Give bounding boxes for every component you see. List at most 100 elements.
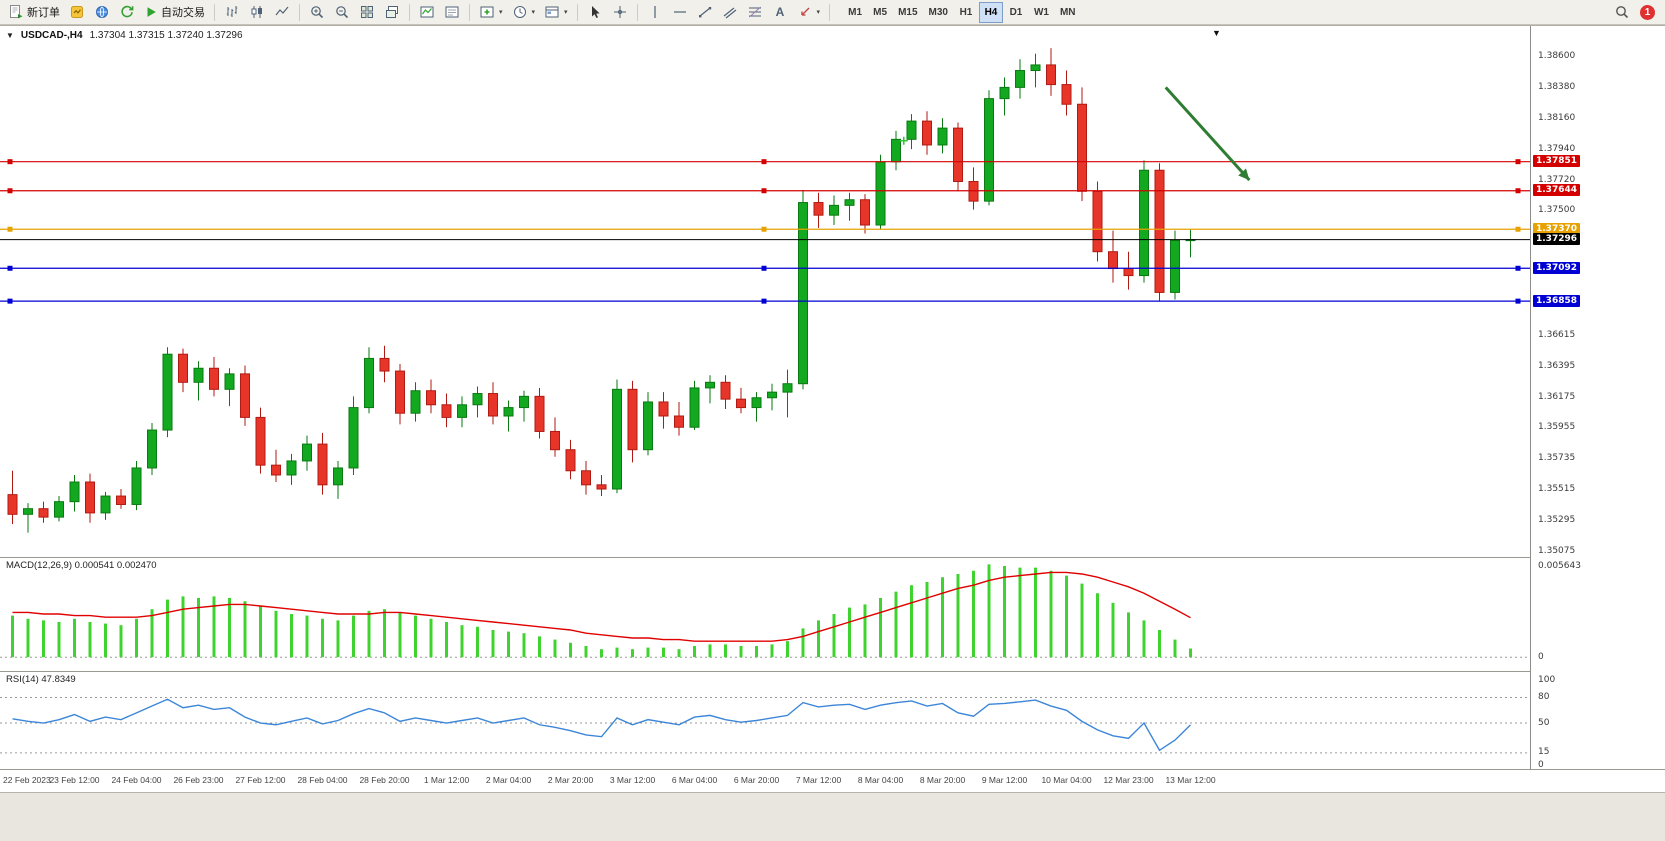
candle-body xyxy=(1170,239,1180,293)
search-icon xyxy=(1616,6,1629,19)
timeframe-w1-button[interactable]: W1 xyxy=(1029,2,1054,23)
timeframe-m1-button[interactable]: M1 xyxy=(843,2,867,23)
hline-handle[interactable] xyxy=(761,226,767,232)
trend-arrow[interactable] xyxy=(1164,86,1251,182)
price-axis-label: 1.38160 xyxy=(1538,112,1576,123)
market-button[interactable] xyxy=(90,2,114,23)
time-axis-label: 28 Feb 20:00 xyxy=(359,775,410,785)
timeframe-mn-button[interactable]: MN xyxy=(1055,2,1081,23)
candle-body xyxy=(1030,64,1041,72)
text-tool-button[interactable]: A xyxy=(768,2,792,23)
candle-body xyxy=(550,430,560,451)
hline-handle[interactable] xyxy=(761,188,767,194)
data-window-button[interactable] xyxy=(440,2,464,23)
toolbar-separator xyxy=(409,3,410,21)
candle-body xyxy=(426,390,436,406)
clock-icon xyxy=(513,6,526,18)
hline-handle[interactable] xyxy=(7,265,13,271)
candle-body xyxy=(813,202,824,216)
chevron-down-icon: ▾ xyxy=(816,9,821,16)
candle-body xyxy=(1015,70,1025,88)
auto-trading-button[interactable]: 自动交易 xyxy=(140,2,209,23)
pane-separator[interactable] xyxy=(0,671,1665,672)
candle-body xyxy=(457,404,467,418)
time-axis[interactable]: 22 Feb 2023 23 Feb 12:00 24 Feb 04:00 26 Fe… xyxy=(0,770,1530,793)
tile-windows-button[interactable] xyxy=(355,2,379,23)
hline-handle[interactable] xyxy=(1515,159,1521,165)
templates-button[interactable]: ▾ xyxy=(540,2,572,23)
zoom-in-button[interactable] xyxy=(305,2,329,23)
candle-body xyxy=(534,395,545,432)
indicators-window-button[interactable] xyxy=(415,2,439,23)
macd-pane[interactable] xyxy=(0,558,1530,670)
line-chart-button[interactable] xyxy=(270,2,294,23)
hline-handle[interactable] xyxy=(7,298,13,304)
hline-handle[interactable] xyxy=(1515,298,1521,304)
notification-badge[interactable]: 1 xyxy=(1640,4,1655,20)
timeframe-h1-button[interactable]: H1 xyxy=(954,2,978,23)
candle-body xyxy=(1123,268,1134,277)
rsi-indicator-label: RSI(14) 47.8349 xyxy=(6,674,76,685)
arrows-tool-button[interactable]: ▾ xyxy=(793,2,825,23)
macd-axis-label: 0 xyxy=(1538,651,1544,662)
chevron-down-icon: ▾ xyxy=(531,9,536,16)
candle-body xyxy=(891,138,901,163)
time-axis-label: 28 Feb 04:00 xyxy=(297,775,348,785)
search-button[interactable] xyxy=(1610,2,1634,23)
horizontal-line-tool-button[interactable] xyxy=(668,2,692,23)
price-scale[interactable]: 1.38600 1.38380 1.38160 1.37940 1.37720 1.375… xyxy=(1530,26,1665,770)
main-chart-pane[interactable] xyxy=(0,27,1530,557)
fibonacci-tool-button[interactable] xyxy=(743,2,767,23)
hline-handle[interactable] xyxy=(1515,265,1521,271)
timeframe-d1-button[interactable]: D1 xyxy=(1004,2,1028,23)
metaeditor-button[interactable] xyxy=(65,2,89,23)
hline-handle[interactable] xyxy=(761,265,767,271)
channel-tool-button[interactable] xyxy=(718,2,742,23)
candle-body xyxy=(38,508,49,518)
hline-handle[interactable] xyxy=(7,159,13,165)
hline-handle[interactable] xyxy=(7,226,13,232)
hline-handle[interactable] xyxy=(761,298,767,304)
hline-handle[interactable] xyxy=(1515,226,1521,232)
add-indicator-button[interactable]: ▾ xyxy=(475,2,507,23)
time-axis-label: 6 Mar 20:00 xyxy=(733,775,780,785)
candle-body xyxy=(224,373,235,390)
crosshair-tool-button[interactable] xyxy=(608,2,632,23)
trendline-tool-button[interactable] xyxy=(693,2,717,23)
vertical-line-tool-button[interactable] xyxy=(643,2,667,23)
timeframe-h4-button[interactable]: H4 xyxy=(978,1,1003,23)
quick-trade-caret-icon[interactable]: ▼ xyxy=(6,31,14,40)
hline-handle[interactable] xyxy=(761,159,767,165)
bar-chart-button[interactable] xyxy=(220,2,244,23)
candle-body xyxy=(751,397,762,409)
cascade-windows-button[interactable] xyxy=(380,2,404,23)
rsi-pane[interactable] xyxy=(0,672,1530,769)
candle-body xyxy=(348,407,359,469)
pane-separator[interactable] xyxy=(0,557,1665,558)
timeframe-m5-button[interactable]: M5 xyxy=(868,2,892,23)
candle-body xyxy=(829,204,839,216)
candle-body xyxy=(1092,190,1103,253)
hline-handle[interactable] xyxy=(1515,188,1521,194)
pane-separator[interactable] xyxy=(0,769,1665,770)
bottom-strip xyxy=(0,792,1665,841)
cursor-tool-button[interactable] xyxy=(583,2,607,23)
timeframe-m30-button[interactable]: M30 xyxy=(924,2,953,23)
candle-body xyxy=(1154,169,1165,293)
zoom-out-icon xyxy=(336,6,349,19)
zoom-in-icon xyxy=(311,6,324,19)
trendline-icon xyxy=(698,7,711,18)
price-axis-label: 1.36395 xyxy=(1538,360,1576,371)
periods-button[interactable]: ▾ xyxy=(508,2,540,23)
timeframe-m15-button[interactable]: M15 xyxy=(893,2,922,23)
price-axis-label: 1.38600 xyxy=(1538,50,1576,61)
hline-handle[interactable] xyxy=(7,188,13,194)
new-order-button[interactable]: 新订单 xyxy=(4,2,64,23)
time-axis-label: 1 Mar 12:00 xyxy=(423,775,470,785)
candlestick-chart-button[interactable] xyxy=(245,2,269,23)
candle-body xyxy=(1046,64,1056,86)
refresh-button[interactable] xyxy=(115,2,139,23)
refresh-icon xyxy=(121,5,134,18)
zoom-out-button[interactable] xyxy=(330,2,354,23)
toolbar-separator xyxy=(829,3,831,21)
